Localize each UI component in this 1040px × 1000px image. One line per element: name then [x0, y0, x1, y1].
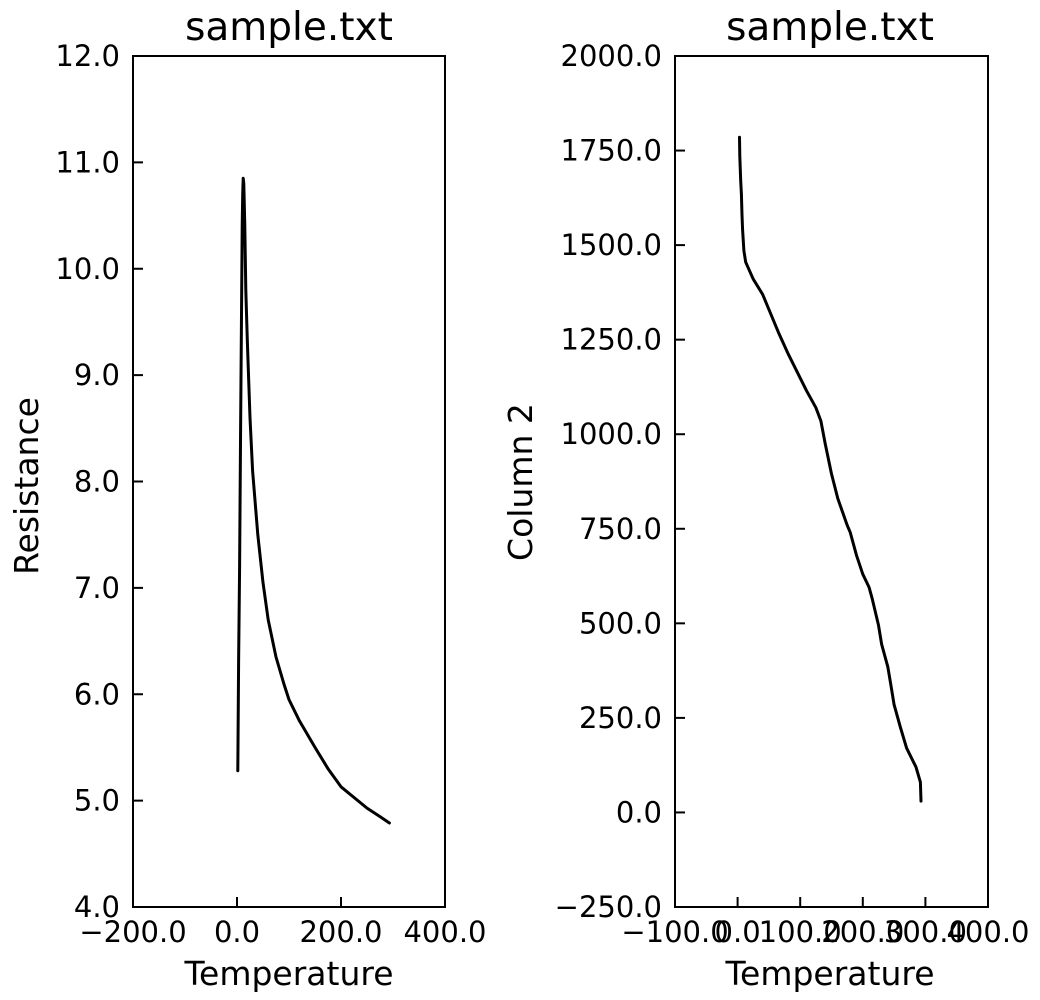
- right-y-tick-label: 750.0: [579, 512, 662, 546]
- right-chart-ticks: −100.00.0100.0200.0300.0400.0−250.00.025…: [555, 39, 1030, 949]
- right-y-tick-label: 0.0: [616, 795, 662, 829]
- left-y-tick-label: 6.0: [74, 677, 120, 711]
- left-chart: sample.txt Temperature Resistance −200.0…: [7, 5, 487, 993]
- left-chart-lines: [236, 176, 391, 825]
- right-x-tick-label: 200.0: [821, 915, 904, 949]
- right-y-tick-label: 1000.0: [561, 417, 662, 451]
- right-y-tick-label: 1250.0: [561, 323, 662, 357]
- left-chart-title: sample.txt: [185, 5, 393, 50]
- left-y-tick-label: 4.0: [74, 890, 120, 924]
- left-y-tick-label: 5.0: [74, 784, 120, 818]
- left-y-tick-label: 11.0: [55, 145, 120, 179]
- right-chart-title: sample.txt: [726, 5, 934, 50]
- left-chart-y-label: Resistance: [7, 397, 46, 575]
- left-y-tick-label: 12.0: [55, 39, 120, 73]
- right-y-tick-label: 250.0: [579, 701, 662, 735]
- left-chart-x-label: Temperature: [183, 954, 393, 993]
- left-x-tick-label: 200.0: [299, 915, 382, 949]
- left-x-tick-label: 400.0: [403, 915, 486, 949]
- right-x-tick-label: 300.0: [884, 915, 967, 949]
- left-series-line: [236, 176, 391, 825]
- right-y-tick-label: 1750.0: [561, 134, 662, 168]
- right-series-line: [738, 135, 923, 803]
- left-chart-plot-frame: [132, 55, 446, 908]
- right-y-tick-label: 2000.0: [561, 39, 662, 73]
- right-y-tick-label: 1500.0: [561, 228, 662, 262]
- left-y-tick-label: 10.0: [55, 252, 120, 286]
- right-chart-lines: [738, 135, 923, 803]
- left-y-tick-label: 7.0: [74, 571, 120, 605]
- right-y-tick-label: 500.0: [579, 606, 662, 640]
- left-chart-ticks: −200.0 0.0 200.0 400.0 4.0 5.0 6.0 7.0 8.0 9.0 10.…: [55, 39, 486, 949]
- right-x-tick-label: 0.0: [715, 915, 761, 949]
- right-chart-x-label: Temperature: [724, 954, 934, 993]
- right-x-tick-label: 100.0: [759, 915, 842, 949]
- right-chart-y-label: Column 2: [501, 403, 540, 561]
- left-x-tick-label: 0.0: [214, 915, 260, 949]
- left-y-tick-label: 9.0: [74, 358, 120, 392]
- right-x-tick-label: 400.0: [946, 915, 1029, 949]
- left-y-tick-label: 8.0: [74, 465, 120, 499]
- right-x-tick-label: −100.0: [621, 915, 728, 949]
- left-x-tick-label: −200.0: [79, 915, 186, 949]
- right-y-tick-label: −250.0: [555, 890, 662, 924]
- right-chart-plot-frame: [674, 55, 989, 908]
- right-chart: sample.txt Temperature Column 2 −100.00.…: [501, 5, 1030, 993]
